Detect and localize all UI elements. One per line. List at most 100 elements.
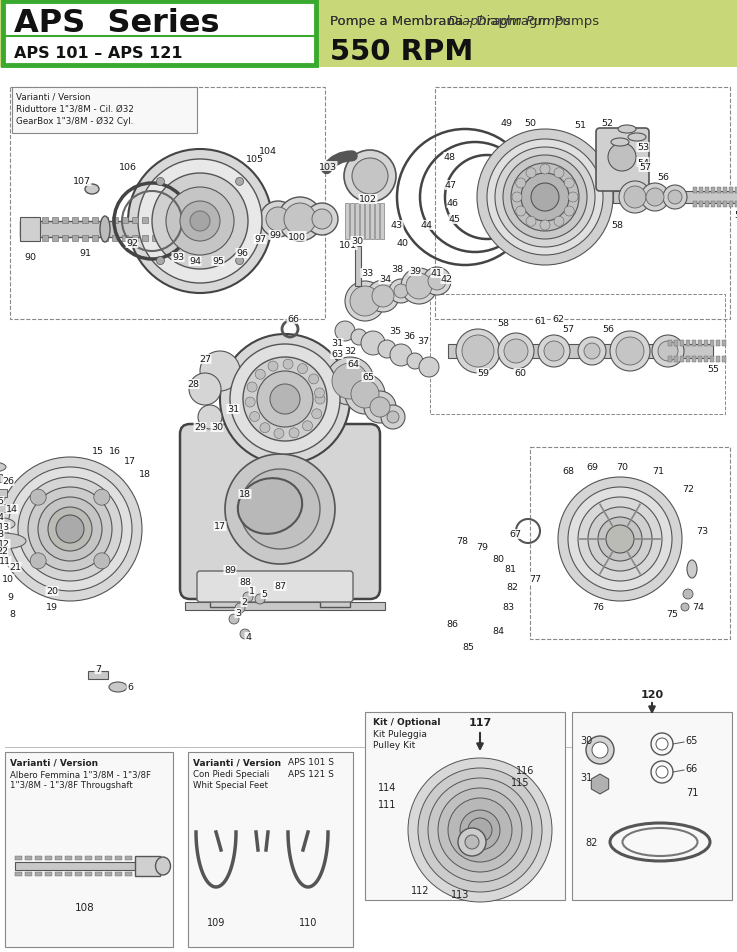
Text: 41: 41 xyxy=(431,269,443,278)
Bar xyxy=(717,202,721,208)
Circle shape xyxy=(302,422,312,431)
Text: 81: 81 xyxy=(504,565,516,574)
Bar xyxy=(692,341,696,347)
Circle shape xyxy=(540,165,550,175)
Text: 38: 38 xyxy=(391,266,403,274)
Ellipse shape xyxy=(611,139,629,147)
Bar xyxy=(20,218,40,242)
Text: 5: 5 xyxy=(261,590,267,599)
Circle shape xyxy=(152,174,248,269)
Circle shape xyxy=(487,140,603,256)
Bar xyxy=(152,218,158,224)
Text: Pompe a Membrana - Diaphragm Pumps: Pompe a Membrana - Diaphragm Pumps xyxy=(330,15,599,29)
Text: 60: 60 xyxy=(514,369,526,378)
Bar xyxy=(105,872,112,876)
Circle shape xyxy=(608,144,636,171)
Circle shape xyxy=(28,487,112,571)
Text: Varianti / Version: Varianti / Version xyxy=(10,758,98,766)
Text: 26: 26 xyxy=(2,477,14,486)
Text: 73: 73 xyxy=(696,527,708,536)
Bar xyxy=(95,856,102,860)
Circle shape xyxy=(407,353,423,369)
Text: 74: 74 xyxy=(692,603,704,612)
Bar xyxy=(15,856,22,860)
Bar xyxy=(717,188,721,194)
Bar xyxy=(698,341,702,347)
Bar xyxy=(42,236,48,242)
Bar xyxy=(152,236,158,242)
Circle shape xyxy=(544,342,564,362)
Text: 104: 104 xyxy=(259,148,277,156)
Text: 71: 71 xyxy=(652,467,664,476)
Circle shape xyxy=(220,335,350,465)
Text: 65: 65 xyxy=(362,373,374,382)
Text: 101: 101 xyxy=(339,241,357,250)
Bar xyxy=(62,236,68,242)
Circle shape xyxy=(166,188,234,256)
Text: APS 101 S: APS 101 S xyxy=(288,758,334,766)
Bar xyxy=(698,357,702,363)
Text: 40: 40 xyxy=(397,239,409,248)
Ellipse shape xyxy=(618,126,636,134)
Bar xyxy=(674,341,678,347)
Circle shape xyxy=(378,341,396,359)
Circle shape xyxy=(361,331,385,356)
Bar xyxy=(680,357,684,363)
Bar xyxy=(122,218,128,224)
Text: 4: 4 xyxy=(245,633,251,642)
Circle shape xyxy=(156,257,164,266)
Text: APS 121 S: APS 121 S xyxy=(288,769,334,779)
Circle shape xyxy=(306,204,338,236)
Bar xyxy=(125,872,132,876)
Bar xyxy=(75,856,82,860)
Circle shape xyxy=(94,489,110,506)
Bar xyxy=(132,218,138,224)
Text: 17: 17 xyxy=(214,522,226,531)
Circle shape xyxy=(458,828,486,856)
Text: 117: 117 xyxy=(469,717,492,727)
Circle shape xyxy=(610,331,650,371)
Bar xyxy=(42,218,48,224)
Text: Diaphragm Pumps: Diaphragm Pumps xyxy=(448,15,570,29)
Bar xyxy=(729,202,733,208)
Bar xyxy=(25,872,32,876)
Circle shape xyxy=(351,381,379,408)
Text: 9: 9 xyxy=(7,593,13,602)
Bar xyxy=(32,236,38,242)
Bar xyxy=(122,236,128,242)
Text: 102: 102 xyxy=(359,195,377,205)
Circle shape xyxy=(370,398,390,418)
Text: 36: 36 xyxy=(403,332,415,341)
Ellipse shape xyxy=(0,504,6,515)
Bar xyxy=(711,188,715,194)
Circle shape xyxy=(554,217,564,227)
Text: 52: 52 xyxy=(601,118,613,128)
Ellipse shape xyxy=(238,479,302,534)
Circle shape xyxy=(312,409,322,419)
Circle shape xyxy=(198,406,222,429)
Bar xyxy=(722,357,726,363)
Circle shape xyxy=(568,487,672,591)
Bar xyxy=(102,218,108,224)
Circle shape xyxy=(418,768,542,892)
Bar xyxy=(0,474,2,483)
Text: 59: 59 xyxy=(477,369,489,378)
Circle shape xyxy=(558,478,682,602)
Circle shape xyxy=(652,336,684,367)
Text: 50: 50 xyxy=(524,118,536,128)
Circle shape xyxy=(243,592,253,603)
Text: 25: 25 xyxy=(0,497,4,506)
Text: 65: 65 xyxy=(686,735,698,745)
Bar xyxy=(674,357,678,363)
Circle shape xyxy=(18,478,122,582)
Ellipse shape xyxy=(0,533,26,549)
Circle shape xyxy=(312,209,332,229)
Text: 85: 85 xyxy=(462,643,474,652)
Circle shape xyxy=(156,178,164,187)
Bar xyxy=(686,341,690,347)
Text: 111: 111 xyxy=(378,799,397,809)
Text: 93: 93 xyxy=(172,253,184,262)
Bar xyxy=(65,872,72,876)
Text: 71: 71 xyxy=(686,787,698,797)
Text: 49: 49 xyxy=(501,118,513,128)
